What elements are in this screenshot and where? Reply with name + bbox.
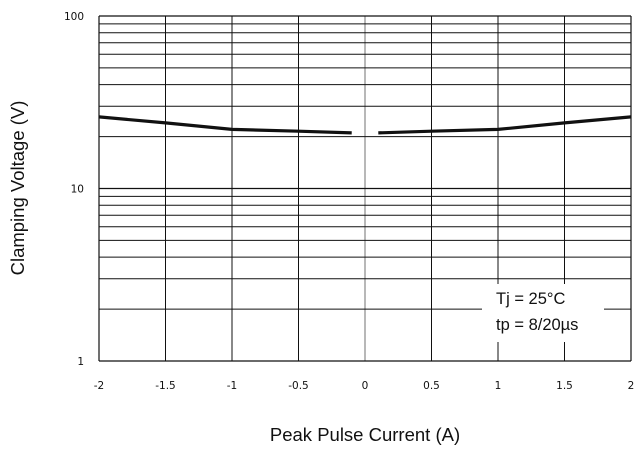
- x-tick-label: 1: [495, 380, 502, 392]
- x-axis-title: Peak Pulse Current (A): [270, 424, 460, 445]
- x-tick-label: 0.5: [423, 380, 440, 392]
- horizontal-gridlines: [98, 15, 632, 362]
- annotation-background: [482, 284, 604, 342]
- x-tick-label: -2: [94, 380, 104, 392]
- x-tick-label: 2: [628, 380, 635, 392]
- annotation-box: Tj = 25°C tp = 8/20µs: [482, 284, 604, 342]
- y-tick-label: 1: [77, 356, 84, 368]
- x-tick-label: 0: [362, 380, 369, 392]
- y-tick-labels: 1 10 100: [64, 11, 84, 368]
- y-tick-label: 10: [71, 184, 84, 196]
- x-tick-label: -1: [227, 380, 237, 392]
- series-line-segment: [98, 115, 352, 135]
- x-tick-label: 1.5: [556, 380, 573, 392]
- x-tick-label: -1.5: [155, 380, 176, 392]
- x-tick-labels: -2 -1.5 -1 -0.5 0 0.5 1 1.5 2: [94, 380, 635, 392]
- x-tick-label: -0.5: [288, 380, 309, 392]
- series-layer: [98, 115, 632, 135]
- y-axis-title: Clamping Voltage (V): [7, 101, 28, 276]
- series-line-segment: [378, 115, 632, 135]
- y-tick-label: 100: [64, 11, 84, 23]
- annotation-tj: Tj = 25°C: [496, 290, 566, 308]
- annotation-tp: tp = 8/20µs: [496, 316, 578, 334]
